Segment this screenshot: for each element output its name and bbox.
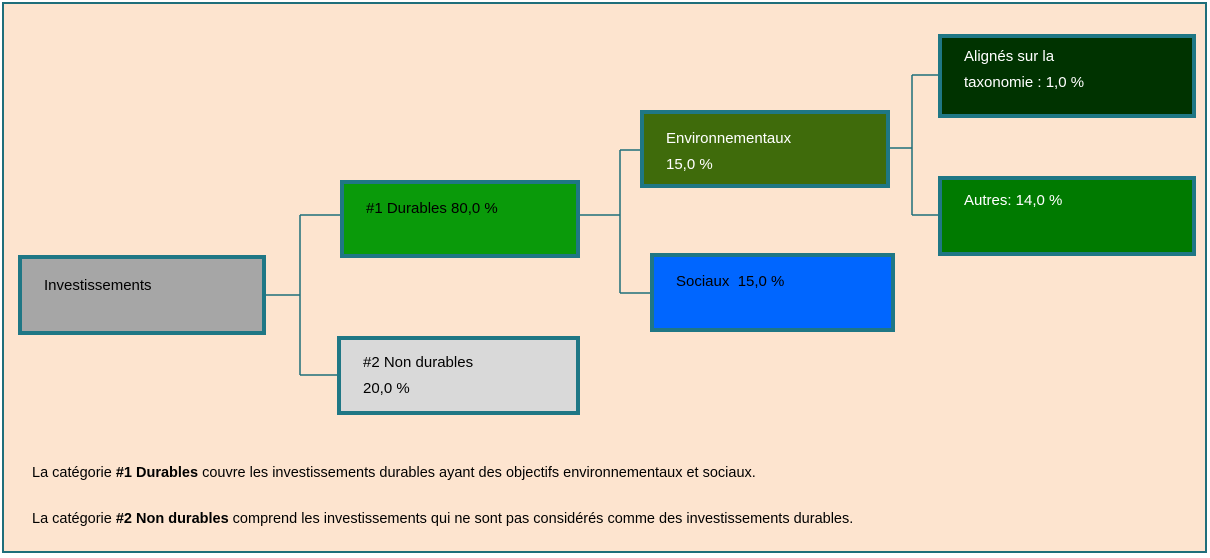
note-text: La catégorie [32, 465, 116, 481]
note: La catégorie #2 Non durables comprend le… [32, 511, 853, 527]
note-bold: #2 Non durables [115, 511, 229, 527]
node-label: 15,0 % [666, 156, 713, 173]
node-label: Alignés sur la [964, 48, 1055, 65]
note-text: La catégorie [32, 511, 116, 527]
note-bold: #1 Durables [115, 465, 199, 481]
node-label: #1 Durables 80,0 % [366, 200, 498, 217]
connector [266, 214, 340, 376]
note-text: couvre les investissements durables ayan… [198, 465, 756, 481]
node-label: Sociaux 15,0 % [676, 273, 785, 290]
node: Alignés sur la taxonomie : 1,0 % [938, 34, 1196, 118]
connector [890, 74, 938, 216]
node: #2 Non durables 20,0 % [337, 336, 580, 415]
node-label: Investissements [44, 277, 152, 294]
node: #1 Durables 80,0 % [340, 180, 580, 258]
node-label: Environnementaux [666, 130, 792, 147]
node: Sociaux 15,0 % [650, 253, 895, 332]
node-label: taxonomie : 1,0 % [964, 74, 1085, 91]
node: Environnementaux 15,0 % [640, 110, 890, 188]
node: Autres: 14,0 % [938, 176, 1196, 256]
node: Investissements [18, 255, 266, 335]
note-text: comprend les investissements qui ne sont… [228, 511, 854, 527]
node-label: 20,0 % [363, 380, 410, 397]
node-label: Autres: 14,0 % [964, 192, 1063, 209]
node-label: #2 Non durables [363, 354, 474, 371]
note: La catégorie #1 Durables couvre les inve… [32, 465, 756, 481]
connector [580, 149, 650, 294]
